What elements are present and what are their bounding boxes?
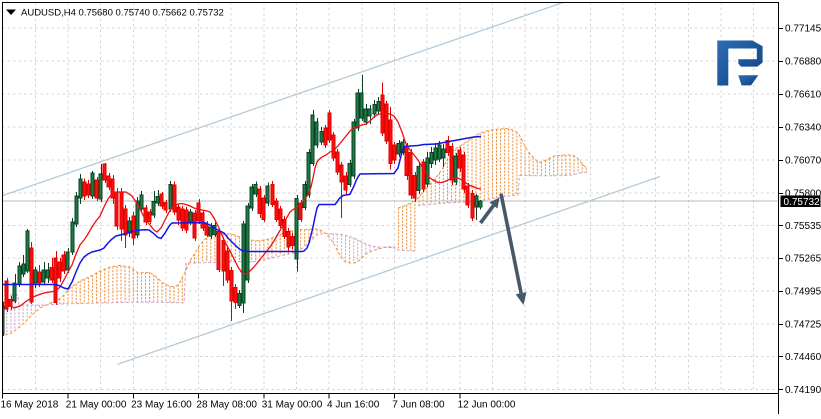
svg-text:0.74725: 0.74725 bbox=[785, 320, 821, 331]
svg-text:0.74190: 0.74190 bbox=[785, 385, 821, 396]
svg-text:0.74995: 0.74995 bbox=[785, 287, 821, 298]
svg-text:0.76880: 0.76880 bbox=[785, 57, 821, 68]
svg-text:4 Jun 16:00: 4 Jun 16:00 bbox=[327, 400, 380, 411]
svg-text:28 May 08:00: 28 May 08:00 bbox=[196, 400, 257, 411]
svg-text:23 May 16:00: 23 May 16:00 bbox=[131, 400, 192, 411]
svg-text:0.77145: 0.77145 bbox=[785, 24, 821, 35]
svg-text:12 Jun 00:00: 12 Jun 00:00 bbox=[458, 400, 516, 411]
svg-text:31 May 00:00: 31 May 00:00 bbox=[262, 400, 323, 411]
svg-text:0.75800: 0.75800 bbox=[785, 189, 821, 200]
svg-text:16 May 2018: 16 May 2018 bbox=[1, 400, 59, 411]
svg-text:0.76610: 0.76610 bbox=[785, 90, 821, 101]
svg-text:7 Jun 08:00: 7 Jun 08:00 bbox=[392, 400, 445, 411]
svg-text:0.75732: 0.75732 bbox=[784, 197, 821, 208]
svg-text:21 May 00:00: 21 May 00:00 bbox=[66, 400, 127, 411]
svg-text:0.75265: 0.75265 bbox=[785, 254, 821, 265]
svg-text:AUDUSD,H4 0.75680 0.75740 0.7: AUDUSD,H4 0.75680 0.75740 0.75662 0.7573… bbox=[21, 8, 224, 19]
svg-text:0.76070: 0.76070 bbox=[785, 156, 821, 167]
svg-text:0.75535: 0.75535 bbox=[785, 221, 821, 232]
svg-text:0.74460: 0.74460 bbox=[785, 352, 821, 363]
svg-text:0.76340: 0.76340 bbox=[785, 123, 821, 134]
